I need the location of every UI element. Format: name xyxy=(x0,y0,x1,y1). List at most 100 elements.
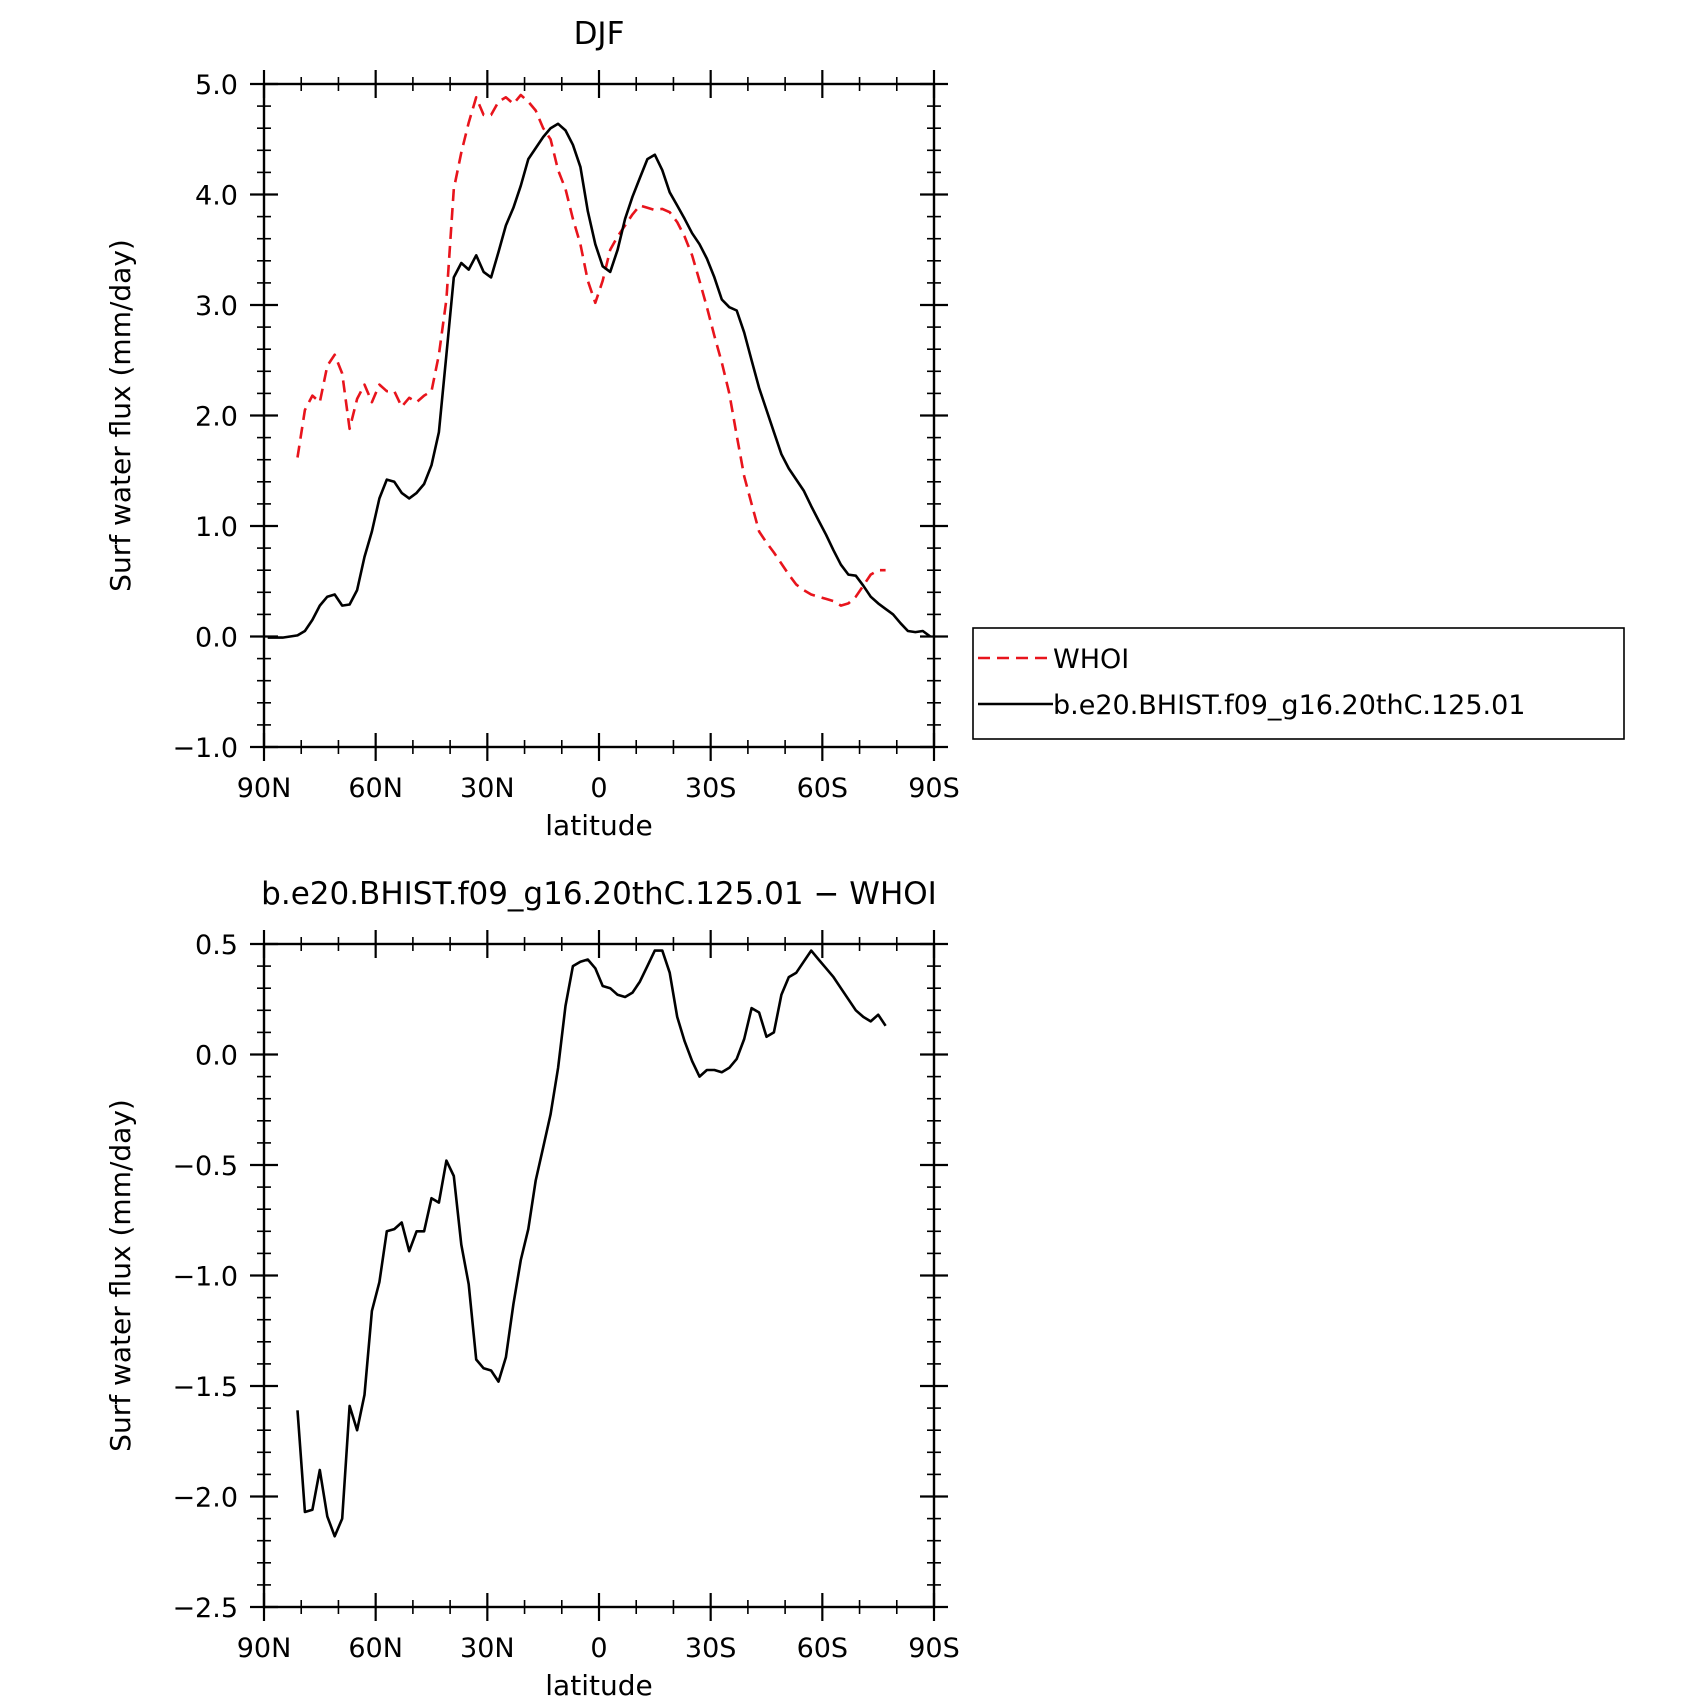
data-point xyxy=(587,210,589,212)
data-point xyxy=(840,564,842,566)
data-point xyxy=(438,1202,440,1204)
data-point xyxy=(483,1367,485,1369)
data-point xyxy=(654,950,656,952)
data-point xyxy=(743,475,745,477)
y-tick-label: −2.0 xyxy=(172,1483,238,1514)
data-point xyxy=(453,1175,455,1177)
data-point xyxy=(706,258,708,260)
data-point xyxy=(766,542,768,544)
data-point xyxy=(356,589,358,591)
data-point xyxy=(386,1230,388,1232)
data-point xyxy=(684,236,686,238)
data-point xyxy=(661,208,663,210)
data-point xyxy=(632,213,634,215)
data-point xyxy=(736,434,738,436)
data-point xyxy=(773,1031,775,1033)
data-point xyxy=(594,967,596,969)
data-point xyxy=(535,147,537,149)
data-point xyxy=(743,332,745,334)
data-point xyxy=(795,584,797,586)
x-tick-label: 90N xyxy=(237,1633,292,1664)
data-point xyxy=(900,622,902,624)
data-point xyxy=(914,631,916,633)
data-point xyxy=(795,972,797,974)
data-point xyxy=(565,188,567,190)
data-point xyxy=(795,479,797,481)
y-tick-label: 4.0 xyxy=(195,181,238,212)
data-point xyxy=(646,207,648,209)
data-point xyxy=(311,1509,313,1511)
data-point xyxy=(803,589,805,591)
data-point xyxy=(892,613,894,615)
data-point xyxy=(423,395,425,397)
data-point xyxy=(520,1259,522,1261)
series-line-0 xyxy=(296,949,887,1538)
data-point xyxy=(691,254,693,256)
data-point xyxy=(393,390,395,392)
data-point xyxy=(579,961,581,963)
data-point xyxy=(505,1356,507,1358)
data-point xyxy=(840,605,842,607)
data-point xyxy=(609,249,611,251)
data-point xyxy=(311,619,313,621)
data-point xyxy=(550,1113,552,1115)
data-point xyxy=(721,1071,723,1073)
data-point xyxy=(550,127,552,129)
data-point xyxy=(423,483,425,485)
data-point xyxy=(773,552,775,554)
data-point xyxy=(542,136,544,138)
data-point xyxy=(699,1076,701,1078)
data-point xyxy=(624,218,626,220)
data-point xyxy=(766,409,768,411)
data-point xyxy=(602,265,604,267)
data-point xyxy=(676,221,678,223)
x-tick-label: 30S xyxy=(685,773,737,804)
data-point xyxy=(587,959,589,961)
data-point xyxy=(676,1016,678,1018)
y-tick-label: 0.0 xyxy=(195,1041,238,1072)
data-point xyxy=(572,965,574,967)
y-tick-label: 5.0 xyxy=(195,70,238,101)
data-point xyxy=(818,596,820,598)
x-tick-label: 60N xyxy=(348,773,403,804)
data-point xyxy=(282,637,284,639)
data-point xyxy=(803,490,805,492)
data-point xyxy=(512,103,514,105)
data-point xyxy=(885,1025,887,1027)
data-point xyxy=(371,531,373,533)
x-tick-label: 30S xyxy=(685,1633,737,1664)
data-point xyxy=(594,302,596,304)
data-point xyxy=(825,967,827,969)
data-point xyxy=(810,594,812,596)
data-point xyxy=(639,177,641,179)
data-point xyxy=(632,992,634,994)
data-point xyxy=(870,596,872,598)
data-point xyxy=(758,387,760,389)
data-point xyxy=(669,191,671,193)
data-point xyxy=(617,249,619,251)
y-tick-label: 0.5 xyxy=(195,930,238,961)
data-point xyxy=(855,575,857,577)
data-point xyxy=(818,520,820,522)
data-point xyxy=(862,1016,864,1018)
data-point xyxy=(431,1197,433,1199)
y-tick-label: −0.5 xyxy=(172,1151,238,1182)
data-point xyxy=(803,961,805,963)
data-point xyxy=(751,503,753,505)
data-point xyxy=(713,1069,715,1071)
data-point xyxy=(542,127,544,129)
data-point xyxy=(304,630,306,632)
y-tick-label: −2.5 xyxy=(172,1593,238,1624)
legend: WHOI b.e20.BHIST.f09_g16.20thC.125.01 xyxy=(972,627,1625,740)
data-point xyxy=(646,965,648,967)
data-point xyxy=(594,243,596,245)
data-point xyxy=(512,207,514,209)
data-point xyxy=(780,453,782,455)
x-axis-label: latitude xyxy=(545,809,652,842)
data-point xyxy=(386,479,388,481)
data-point xyxy=(527,1228,529,1230)
data-point xyxy=(565,1005,567,1007)
x-tick-label: 60S xyxy=(797,1633,849,1664)
data-point xyxy=(766,1036,768,1038)
data-point xyxy=(579,166,581,168)
